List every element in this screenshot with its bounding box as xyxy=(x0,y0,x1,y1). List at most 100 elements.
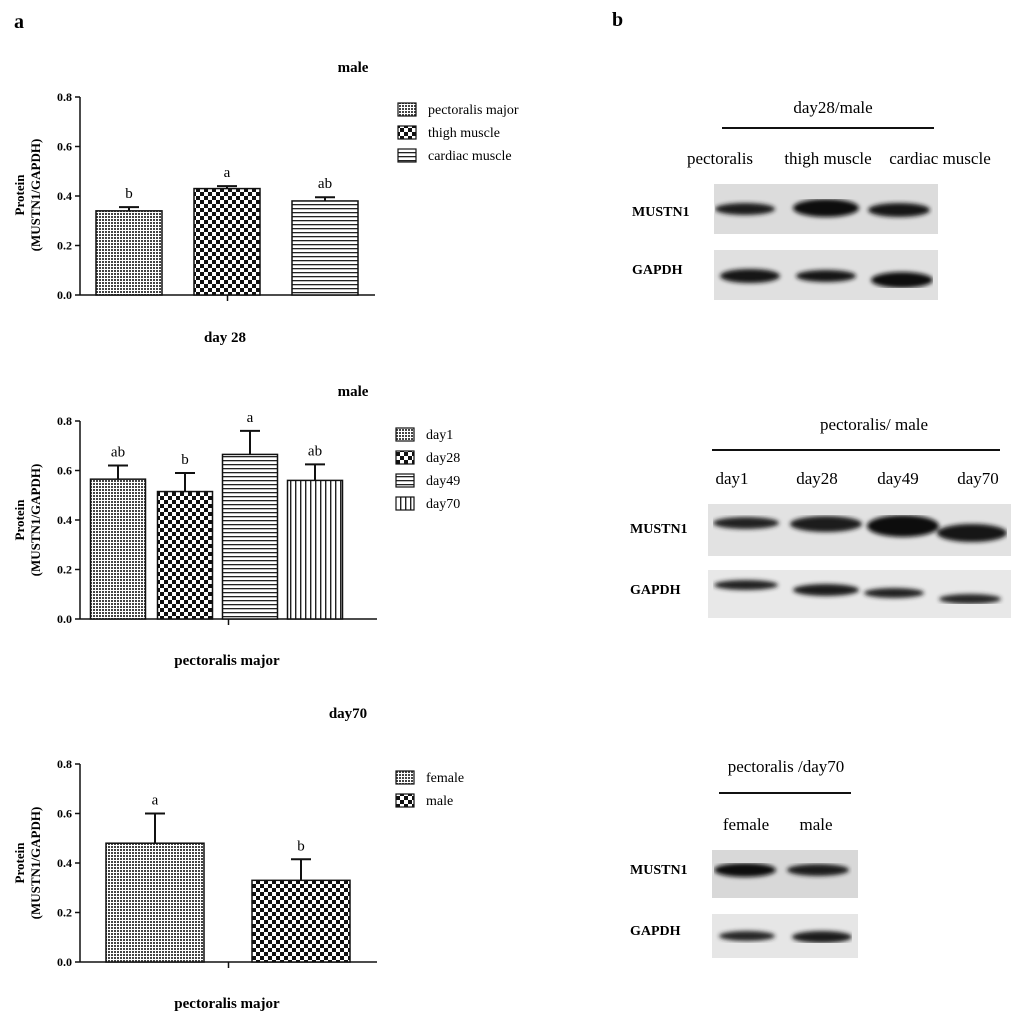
blot-band xyxy=(796,270,856,282)
bar-chart-sex-day70: day70 pectoralis major Protein (MUSTN1/G… xyxy=(12,706,464,1012)
bar-chart-pectoralis-by-day: male pectoralis major Protein (MUSTN1/GA… xyxy=(12,384,460,669)
significance-letter: ab xyxy=(308,443,322,459)
blot-lane-label: cardiac muscle xyxy=(889,149,990,168)
legend-label: female xyxy=(426,771,464,786)
blot-lane-label: day49 xyxy=(877,469,919,488)
blot-row-label: MUSTN1 xyxy=(630,863,688,878)
bar xyxy=(193,187,261,296)
blot-band xyxy=(719,931,775,941)
legend-label: cardiac muscle xyxy=(428,149,512,164)
blot-band xyxy=(937,524,1007,542)
blot-title: pectoralis/ male xyxy=(820,415,928,434)
blot-band xyxy=(793,584,859,596)
y-tick-label: 0.4 xyxy=(57,189,72,203)
blot-band xyxy=(720,269,780,283)
blot-lane-label: day1 xyxy=(715,469,748,488)
blot-band xyxy=(715,203,775,215)
blot-band xyxy=(871,272,933,288)
blot-band xyxy=(714,863,776,877)
blot-band xyxy=(714,580,778,590)
legend-label: thigh muscle xyxy=(428,126,500,141)
y-tick-label: 0.6 xyxy=(57,464,72,478)
blot-title: day28/male xyxy=(793,98,872,117)
chart-legend: female male xyxy=(395,770,464,809)
blot-row-label: GAPDH xyxy=(630,924,681,939)
legend-label: day49 xyxy=(426,474,460,489)
y-axis-label-line1: Protein xyxy=(12,499,27,541)
y-tick-label: 0.8 xyxy=(57,414,72,428)
bar xyxy=(251,879,351,963)
legend-swatch xyxy=(397,125,417,140)
y-axis-label-line1: Protein xyxy=(12,174,27,216)
legend-label: day28 xyxy=(426,451,460,466)
significance-letter: a xyxy=(152,793,159,809)
blot-lane-label: pectoralis xyxy=(687,149,753,168)
legend-swatch xyxy=(395,450,415,465)
blot-band xyxy=(864,588,924,598)
panel-b-label: b xyxy=(612,9,623,31)
blot-row-label: GAPDH xyxy=(630,583,681,598)
significance-letter: a xyxy=(224,165,231,181)
y-tick-label: 0.8 xyxy=(57,90,72,104)
legend-label: male xyxy=(426,794,453,809)
y-tick-label: 0.0 xyxy=(57,288,72,302)
blot-band xyxy=(867,515,939,537)
chart-legend: day1 day28 day49 day70 xyxy=(395,427,460,512)
legend-swatch xyxy=(395,427,415,442)
x-axis-label: pectoralis major xyxy=(174,996,280,1012)
blot-membrane xyxy=(708,570,1011,618)
blot-band xyxy=(792,931,852,943)
chart-title: day70 xyxy=(329,706,367,722)
legend-label: day1 xyxy=(426,428,453,443)
significance-letter: b xyxy=(125,186,133,202)
y-tick-label: 0.0 xyxy=(57,612,72,626)
bar xyxy=(221,453,279,620)
y-tick-label: 0.4 xyxy=(57,513,72,527)
significance-letter: ab xyxy=(111,445,125,461)
y-tick-label: 0.6 xyxy=(57,807,72,821)
blot-lane-label: thigh muscle xyxy=(784,149,871,168)
legend-swatch xyxy=(395,770,415,785)
western-blot-day28-male: day28/male pectoralis thigh muscle cardi… xyxy=(632,98,991,300)
legend-swatch xyxy=(395,496,415,511)
significance-letter: b xyxy=(181,452,189,468)
x-axis-label: day 28 xyxy=(204,330,246,346)
bar xyxy=(291,200,359,296)
y-tick-label: 0.0 xyxy=(57,955,72,969)
blot-band xyxy=(787,864,849,876)
y-axis-label-line2: (MUSTN1/GAPDH) xyxy=(28,139,43,252)
bar-chart-tissue-day28: male day 28 Protein (MUSTN1/GAPDH) 0.0 0.… xyxy=(12,60,519,346)
blot-row-label: GAPDH xyxy=(632,263,683,278)
bar xyxy=(89,478,147,620)
bar xyxy=(95,210,163,296)
chart-title: male xyxy=(338,384,369,400)
western-blot-pectoralis-male: pectoralis/ male day1 day28 day49 day70 … xyxy=(630,415,1011,618)
bar xyxy=(156,490,214,620)
y-axis-label-line2: (MUSTN1/GAPDH) xyxy=(28,464,43,577)
legend-swatch xyxy=(395,793,415,808)
legend-swatch xyxy=(395,473,415,488)
blot-band xyxy=(713,517,779,529)
blot-band xyxy=(790,516,862,532)
significance-letter: b xyxy=(297,838,305,854)
blot-lane-label: male xyxy=(799,815,832,834)
blot-lane-label: day70 xyxy=(957,469,999,488)
blot-band xyxy=(939,594,1001,604)
blot-row-label: MUSTN1 xyxy=(632,205,690,220)
y-tick-label: 0.2 xyxy=(57,563,72,577)
legend-swatch xyxy=(397,102,417,117)
blot-band xyxy=(793,199,859,217)
significance-letter: a xyxy=(247,410,254,426)
blot-band xyxy=(868,203,930,217)
bar xyxy=(286,479,344,620)
significance-letter: ab xyxy=(318,176,332,192)
legend-label: day70 xyxy=(426,497,460,512)
panel-a-label: a xyxy=(14,11,24,33)
y-tick-label: 0.6 xyxy=(57,140,72,154)
legend-swatch xyxy=(397,148,417,163)
y-tick-label: 0.4 xyxy=(57,856,72,870)
x-axis-label: pectoralis major xyxy=(174,653,280,669)
legend-label: pectoralis major xyxy=(428,103,519,118)
y-tick-label: 0.8 xyxy=(57,757,72,771)
